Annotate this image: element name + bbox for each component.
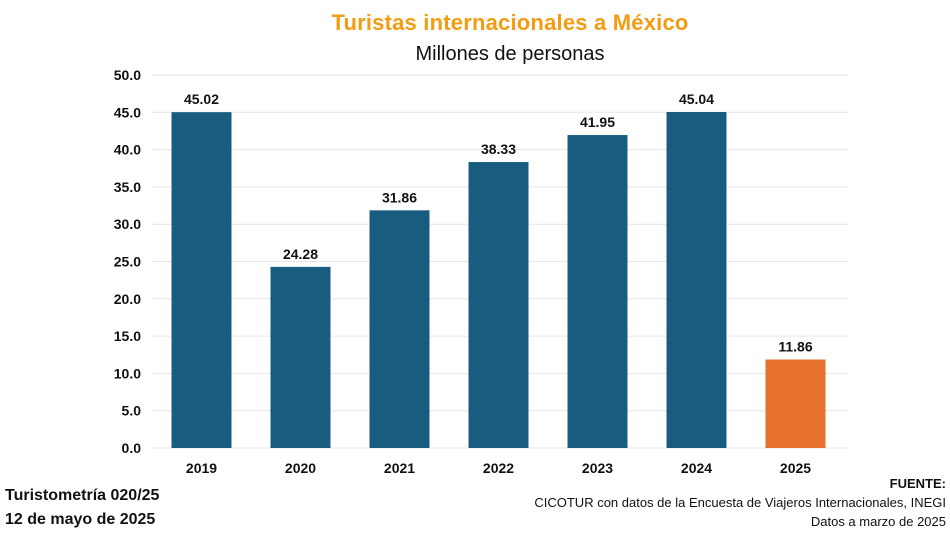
x-tick-label-2021: 2021: [384, 460, 415, 476]
x-tick-label-2020: 2020: [285, 460, 316, 476]
x-tick-label-2025: 2025: [780, 460, 811, 476]
report-number: Turistometría 020/25: [5, 487, 160, 504]
report-date: 12 de mayo de 2025: [5, 511, 156, 528]
source-title: FUENTE:: [889, 476, 946, 491]
data-label-2022: 38.33: [481, 141, 516, 157]
data-label-2019: 45.02: [184, 91, 219, 107]
bar-2019: [171, 112, 232, 448]
x-tick-label-2022: 2022: [483, 460, 514, 476]
source-description: CICOTUR con datos de la Encuesta de Viaj…: [534, 495, 946, 510]
x-tick-label-2024: 2024: [681, 460, 712, 476]
bar-2021: [369, 210, 430, 448]
x-tick-label-2023: 2023: [582, 460, 613, 476]
y-tick-label: 25.0: [114, 254, 141, 270]
y-tick-label: 20.0: [114, 291, 141, 307]
y-tick-label: 50.0: [114, 67, 141, 83]
y-tick-label: 5.0: [122, 403, 142, 419]
data-label-2025: 11.86: [778, 339, 812, 355]
source-note: FUENTE: CICOTUR con datos de la Encuesta…: [534, 474, 946, 531]
bar-2022: [468, 162, 529, 448]
data-cutoff-note: Datos a marzo de 2025: [810, 514, 946, 529]
report-info: Turistometría 020/25 12 de mayo de 2025: [5, 484, 159, 532]
data-label-2023: 41.95: [580, 114, 615, 130]
y-tick-label: 40.0: [114, 142, 141, 158]
y-tick-label: 15.0: [114, 328, 141, 344]
bar-2024: [666, 112, 727, 449]
y-tick-label: 35.0: [114, 179, 141, 195]
bar-2023: [567, 135, 628, 449]
chart-subtitle: Millones de personas: [415, 43, 605, 65]
y-tick-label: 10.0: [114, 365, 141, 381]
data-label-2020: 24.28: [283, 246, 318, 262]
bar-2020: [270, 266, 331, 448]
data-label-2024: 45.04: [679, 91, 714, 107]
chart-title: Turistas internacionales a México: [331, 10, 689, 35]
x-tick-label-2019: 2019: [186, 460, 217, 476]
y-tick-label: 30.0: [114, 216, 141, 232]
y-tick-label: 0.0: [122, 440, 142, 456]
data-label-2021: 31.86: [382, 189, 417, 205]
bar-2025: [765, 359, 826, 448]
y-tick-label: 45.0: [114, 104, 141, 120]
